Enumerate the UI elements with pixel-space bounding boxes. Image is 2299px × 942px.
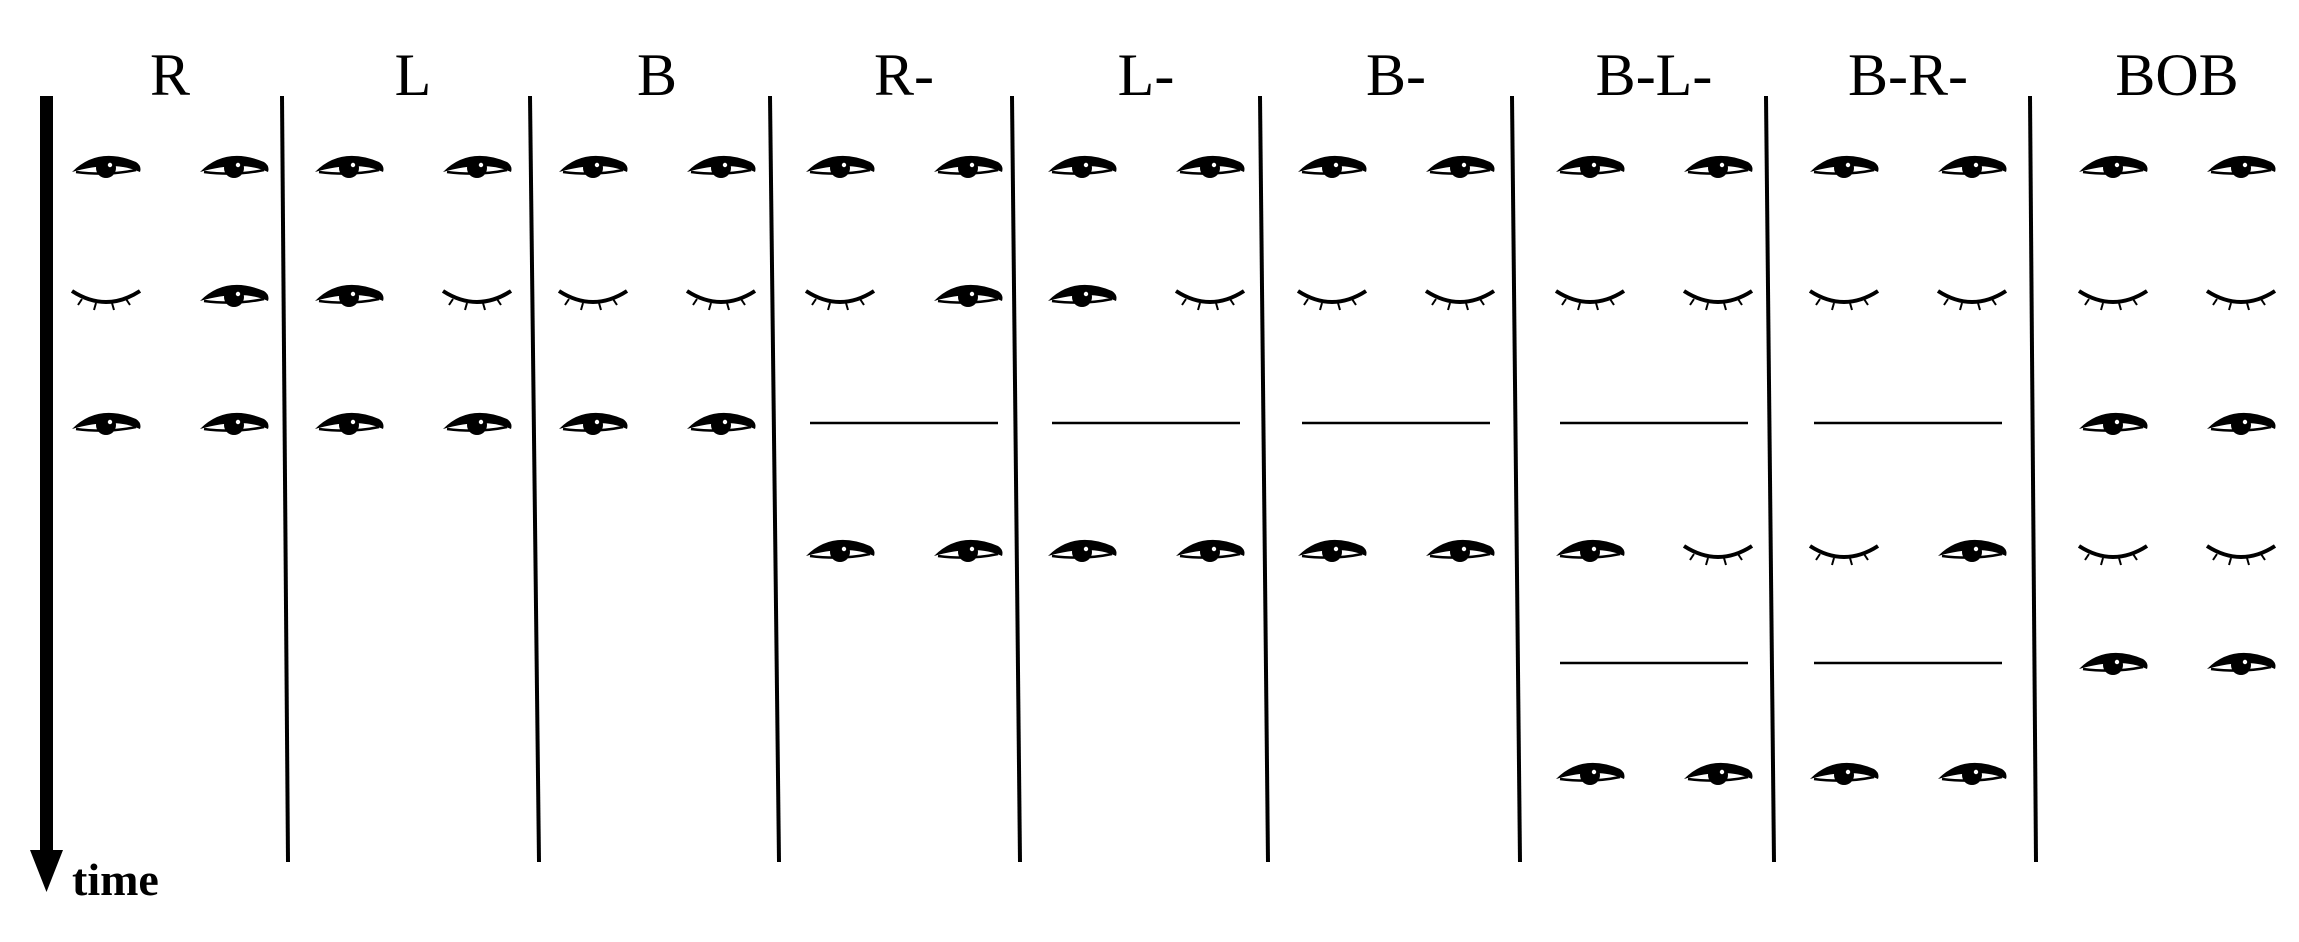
column-8: B-R- — [1808, 42, 2008, 787]
closed-eye-icon — [1424, 289, 1496, 312]
open-eye-icon — [1936, 761, 2008, 787]
open-eye-icon — [2077, 154, 2149, 180]
column-label: L — [395, 42, 432, 108]
closed-eye-icon — [441, 289, 513, 312]
open-eye-icon — [804, 538, 876, 564]
open-eye-icon — [2205, 651, 2277, 677]
column-separator — [528, 95, 541, 863]
time-arrow-shaft — [40, 96, 53, 856]
open-eye-icon — [1174, 154, 1246, 180]
column-separators — [280, 95, 2038, 863]
open-eye-icon — [2205, 154, 2277, 180]
open-eye-icon — [685, 154, 757, 180]
open-eye-icon — [1808, 154, 1880, 180]
open-eye-icon — [70, 411, 142, 437]
closed-eye-icon — [70, 289, 142, 312]
column-separator — [2028, 95, 2038, 863]
column-1: R — [70, 42, 270, 437]
column-label: L- — [1118, 42, 1175, 108]
column-separator — [1010, 95, 1022, 863]
closed-eye-icon — [1296, 289, 1368, 312]
open-eye-icon — [1936, 154, 2008, 180]
column-label: B- — [1366, 42, 1426, 108]
open-eye-icon — [1296, 154, 1368, 180]
column-4: R- — [804, 42, 1004, 564]
closed-eye-icon — [1554, 289, 1626, 312]
open-eye-icon — [1808, 761, 1880, 787]
open-eye-icon — [932, 283, 1004, 309]
column-separator — [1258, 95, 1270, 863]
column-label: R- — [874, 42, 934, 108]
column-separator — [1764, 95, 1776, 863]
closed-eye-icon — [1936, 289, 2008, 312]
closed-eye-icon — [1808, 544, 1880, 567]
open-eye-icon — [804, 154, 876, 180]
columns: R L B R- L- B- B-L- B-R- BOB — [70, 42, 2277, 787]
open-eye-icon — [198, 283, 270, 309]
column-6: B- — [1296, 42, 1496, 564]
closed-eye-icon — [557, 289, 629, 312]
column-5: L- — [1046, 42, 1246, 564]
open-eye-icon — [198, 411, 270, 437]
closed-eye-icon — [2205, 289, 2277, 312]
closed-eye-icon — [2205, 544, 2277, 567]
open-eye-icon — [1174, 538, 1246, 564]
column-label: B — [637, 42, 677, 108]
open-eye-icon — [70, 154, 142, 180]
closed-eye-icon — [1808, 289, 1880, 312]
open-eye-icon — [1554, 761, 1626, 787]
open-eye-icon — [313, 411, 385, 437]
open-eye-icon — [1682, 154, 1754, 180]
open-eye-icon — [441, 154, 513, 180]
open-eye-icon — [1046, 283, 1118, 309]
open-eye-icon — [198, 154, 270, 180]
open-eye-icon — [313, 283, 385, 309]
closed-eye-icon — [1682, 544, 1754, 567]
column-2: L — [313, 42, 513, 437]
open-eye-icon — [1046, 154, 1118, 180]
open-eye-icon — [685, 411, 757, 437]
closed-eye-icon — [1174, 289, 1246, 312]
closed-eye-icon — [804, 289, 876, 312]
open-eye-icon — [1682, 761, 1754, 787]
open-eye-icon — [2077, 651, 2149, 677]
closed-eye-icon — [685, 289, 757, 312]
open-eye-icon — [932, 154, 1004, 180]
open-eye-icon — [1046, 538, 1118, 564]
time-label: time — [72, 854, 159, 905]
open-eye-icon — [557, 411, 629, 437]
open-eye-icon — [557, 154, 629, 180]
column-3: B — [557, 42, 757, 437]
open-eye-icon — [313, 154, 385, 180]
column-label: B-R- — [1848, 42, 1968, 108]
open-eye-icon — [1296, 538, 1368, 564]
open-eye-icon — [441, 411, 513, 437]
column-7: B-L- — [1554, 42, 1754, 787]
open-eye-icon — [932, 538, 1004, 564]
closed-eye-icon — [2077, 289, 2149, 312]
open-eye-icon — [2205, 411, 2277, 437]
time-axis: time — [30, 96, 159, 905]
column-separator — [768, 95, 781, 863]
open-eye-icon — [2077, 411, 2149, 437]
column-label: BOB — [2115, 42, 2238, 108]
open-eye-icon — [1936, 538, 2008, 564]
column-label: B-L- — [1596, 42, 1713, 108]
open-eye-icon — [1424, 154, 1496, 180]
open-eye-icon — [1424, 538, 1496, 564]
column-9: BOB — [2077, 42, 2277, 677]
time-arrow-head — [30, 850, 63, 892]
column-label: R — [150, 42, 190, 108]
column-separator — [280, 95, 290, 863]
open-eye-icon — [1554, 538, 1626, 564]
open-eye-icon — [1554, 154, 1626, 180]
closed-eye-icon — [1682, 289, 1754, 312]
closed-eye-icon — [2077, 544, 2149, 567]
column-separator — [1510, 95, 1522, 863]
